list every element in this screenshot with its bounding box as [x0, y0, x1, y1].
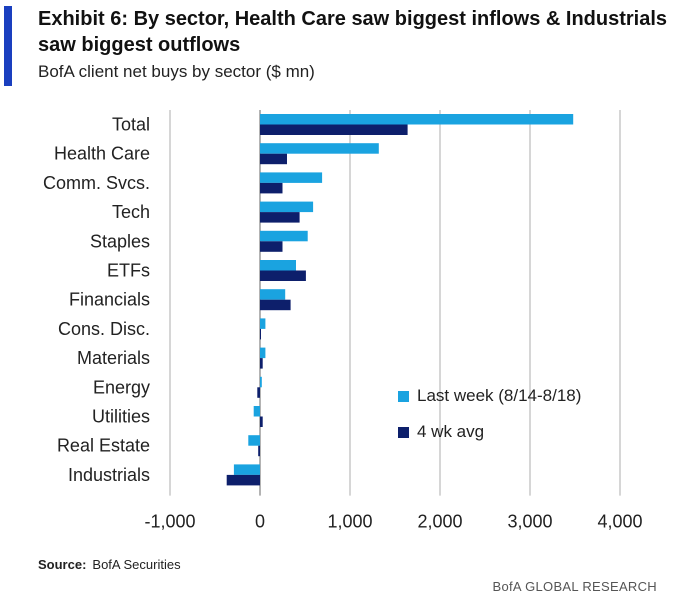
bar-4wk-avg [260, 416, 263, 427]
legend-swatch-last-week [398, 390, 409, 402]
chart-title: Exhibit 6: By sector, Health Care saw bi… [38, 8, 668, 56]
bar-4wk-avg [260, 124, 408, 135]
category-label: Tech [112, 202, 150, 222]
x-tick-label: 1,000 [327, 512, 372, 532]
bar-last-week [260, 318, 266, 329]
bar-last-week [248, 435, 260, 446]
x-tick-label: 3,000 [507, 512, 552, 532]
bar-last-week [260, 143, 379, 154]
bar-4wk-avg [260, 212, 300, 223]
bar-last-week [260, 201, 314, 213]
bar-last-week [260, 376, 262, 388]
category-label: Comm. Svcs. [43, 173, 150, 193]
bar-4wk-avg [257, 387, 260, 398]
bar-last-week [233, 464, 260, 475]
bar-last-week [260, 289, 286, 300]
legend-item-last-week: Last week (8/14-8/18) [398, 378, 581, 414]
bar-chart: -1,000 0 1,000 2,000 3,000 4,000 Total Health C… [43, 110, 643, 532]
bar-last-week [260, 347, 266, 359]
legend-label-last-week: Last week (8/14-8/18) [417, 386, 582, 405]
bar-last-week [260, 230, 308, 242]
x-tick-label: -1,000 [144, 512, 195, 532]
accent-bar [4, 6, 12, 86]
bar-4wk-avg [260, 182, 283, 194]
legend-label-4wk-avg: 4 wk avg [417, 422, 485, 441]
category-label: Total [112, 115, 150, 135]
bar-4wk-avg [260, 358, 263, 369]
category-label: Cons. Disc. [58, 319, 150, 339]
source-text: BofA Securities [92, 557, 181, 572]
legend: Last week (8/14-8/18) 4 wk avg [398, 378, 581, 450]
bar-4wk-avg [226, 474, 260, 486]
category-label: Industrials [68, 465, 150, 485]
bar-last-week [260, 114, 574, 125]
category-label: Energy [93, 377, 150, 397]
source-label: Source: [38, 557, 87, 572]
bar-4wk-avg [260, 299, 291, 311]
bar-last-week [260, 172, 323, 183]
legend-swatch-4wk-avg [398, 426, 409, 438]
category-label: Materials [77, 348, 150, 368]
bar-4wk-avg [260, 153, 287, 165]
category-label: Utilities [92, 407, 150, 427]
category-label: Staples [90, 231, 150, 251]
bar-4wk-avg [260, 241, 283, 252]
bar-4wk-avg [260, 328, 261, 340]
chart-subtitle: BofA client net buys by sector ($ mn) [38, 62, 315, 81]
category-label: Real Estate [57, 436, 150, 456]
x-tick-label: 2,000 [417, 512, 462, 532]
category-label: Health Care [54, 144, 150, 164]
category-label: Financials [69, 290, 150, 310]
x-tick-label: 0 [255, 512, 265, 532]
bar-last-week [260, 260, 296, 271]
source-note: Source: BofA Securities [38, 557, 181, 572]
category-label: ETFs [107, 261, 150, 281]
legend-item-4wk-avg: 4 wk avg [398, 414, 581, 450]
bar-4wk-avg [258, 445, 260, 457]
x-tick-label: 4,000 [597, 512, 642, 532]
brand-label: BofA GLOBAL RESEARCH [492, 579, 657, 594]
bar-last-week [253, 406, 260, 417]
bar-4wk-avg [260, 270, 306, 281]
